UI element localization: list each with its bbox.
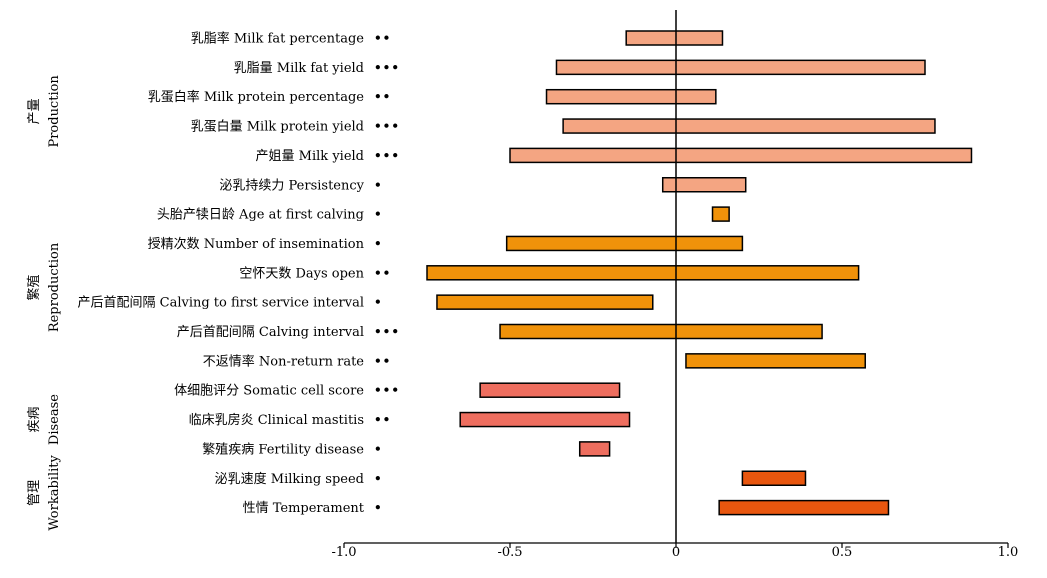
x-tick-label: 0: [672, 545, 680, 560]
significance-marker: ••: [374, 31, 391, 45]
x-tick-label: 1.0: [998, 545, 1019, 560]
range-bar: [436, 294, 654, 310]
row-label: 临床乳房炎 Clinical mastitis: [189, 412, 364, 428]
range-bar: [578, 441, 611, 457]
row-label: 乳脂量 Milk fat yield: [234, 61, 364, 76]
range-bar: [505, 235, 744, 252]
x-tick-label: -1.0: [331, 545, 356, 560]
significance-marker: ••: [374, 266, 391, 280]
significance-marker: •••: [374, 119, 400, 133]
group-label-zh: 繁殖: [26, 274, 42, 300]
significance-marker: •••: [374, 325, 400, 339]
row-label: 性情 Temperament: [243, 501, 365, 516]
row-label: 头胎产犊日龄 Age at first calving: [157, 208, 364, 223]
range-bar: [499, 323, 823, 340]
range-bar: [479, 382, 621, 398]
row-label: 乳蛋白率 Milk protein percentage: [148, 89, 365, 105]
significance-marker: •••: [374, 148, 400, 162]
significance-marker: •: [374, 501, 383, 515]
row-label: 授精次数 Number of insemination: [148, 236, 365, 252]
x-tick-label: 0.5: [832, 545, 853, 560]
range-bar: [509, 147, 973, 164]
group-label-en: Production: [47, 75, 62, 148]
group-label-zh: 疾病: [27, 407, 42, 433]
range-bar: [718, 499, 890, 516]
range-bar: [625, 30, 724, 46]
row-label: 乳脂率 Milk fat percentage: [191, 31, 365, 47]
range-bar: [562, 118, 936, 134]
x-tick-label: -0.5: [497, 545, 522, 560]
range-bar: [661, 177, 747, 193]
group-label-zh: 管理: [27, 480, 42, 506]
group-label-en: Reproduction: [47, 242, 62, 332]
row-label: 产姐量 Milk yield: [256, 149, 364, 164]
row-label: 繁殖疾病 Fertility disease: [202, 441, 364, 457]
row-label: 乳蛋白量 Milk protein yield: [191, 119, 364, 135]
row-label: 产后首配间隔 Calving to first service interval: [77, 296, 364, 311]
range-bar: [711, 206, 730, 222]
significance-marker: ••: [374, 90, 391, 104]
row-label: 空怀天数 Days open: [239, 266, 364, 281]
significance-marker: •: [374, 178, 383, 192]
significance-marker: •••: [374, 60, 400, 74]
group-label-en: Workability: [47, 455, 62, 531]
significance-marker: •: [374, 207, 383, 221]
row-label: 泌乳持续力 Persistency: [219, 178, 364, 193]
range-bar: [741, 470, 807, 486]
significance-marker: •: [374, 442, 383, 456]
group-label-en: Disease: [47, 394, 62, 445]
group-label-zh: 产量: [27, 98, 42, 124]
significance-marker: •: [374, 295, 383, 309]
range-bar: [685, 353, 866, 369]
range-bar: [545, 88, 717, 105]
range-bar: [555, 59, 926, 76]
significance-marker: ••: [374, 413, 391, 427]
significance-marker: •: [374, 471, 383, 485]
row-label: 不返情率 Non-return rate: [203, 353, 365, 369]
significance-marker: •••: [374, 383, 400, 397]
row-label: 产后首配间隔 Calving interval: [177, 325, 364, 340]
range-bar: [459, 411, 631, 428]
row-label: 体细胞评分 Somatic cell score: [174, 384, 364, 399]
range-bar: [426, 265, 860, 281]
row-label: 泌乳速度 Milking speed: [215, 471, 364, 487]
significance-marker: ••: [374, 354, 391, 368]
significance-marker: •: [374, 236, 383, 250]
